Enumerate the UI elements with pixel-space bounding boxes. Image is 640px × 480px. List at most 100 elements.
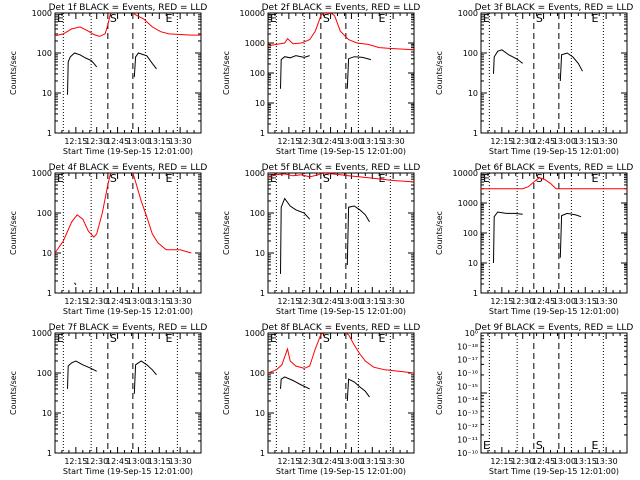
x-tick-label: 12:45 bbox=[319, 137, 342, 146]
panel-title: Det 7f BLACK = Events, RED = LLD bbox=[49, 323, 208, 333]
marker-label: E bbox=[591, 439, 598, 452]
plot-frame bbox=[54, 332, 202, 454]
x-tick-label: 12:30 bbox=[85, 297, 108, 306]
y-tick-label: 1000 bbox=[245, 39, 265, 48]
events-series-line bbox=[133, 360, 157, 394]
x-tick-label: 12:15 bbox=[277, 137, 300, 146]
y-tick-label: 10 bbox=[255, 249, 265, 258]
x-tick-label: 12:45 bbox=[532, 137, 555, 146]
y-tick-label: 10 bbox=[42, 89, 52, 98]
events-series-line bbox=[280, 55, 310, 89]
x-tick-label: 12:15 bbox=[490, 137, 513, 146]
events-series-line bbox=[559, 212, 582, 258]
marker-label: E bbox=[57, 12, 64, 25]
events-series-line bbox=[346, 378, 370, 402]
x-axis-label: Start Time (19-Sep-15 12:01:00) bbox=[63, 147, 193, 156]
plot-frame bbox=[480, 172, 628, 294]
x-tick-label: 12:15 bbox=[64, 297, 87, 306]
events-series-line bbox=[67, 52, 98, 95]
y-tick-label: 1 bbox=[260, 129, 265, 138]
x-tick-label: 13:00 bbox=[340, 297, 363, 306]
y-tick-label: 1000 bbox=[458, 9, 478, 18]
x-tick-label: 12:30 bbox=[85, 457, 108, 466]
y-axis-label: Counts/sec bbox=[9, 51, 18, 95]
x-tick-label: 13:15 bbox=[361, 137, 384, 146]
y-tick-label: 10 bbox=[42, 409, 52, 418]
y-tick-label: 1 bbox=[473, 289, 478, 298]
x-tick-label: 12:45 bbox=[532, 297, 555, 306]
y-tick-label: 10⁻¹³ bbox=[457, 409, 478, 418]
panel-title: Det 5f BLACK = Events, RED = LLD bbox=[262, 163, 421, 173]
marker-label: S bbox=[536, 439, 543, 452]
y-tick-label: 1 bbox=[473, 129, 478, 138]
y-axis-label: Counts/sec bbox=[9, 371, 18, 415]
x-axis-label: Start Time (19-Sep-15 12:01:00) bbox=[489, 307, 619, 316]
marker-label: S bbox=[110, 172, 117, 185]
lld-series-line bbox=[132, 173, 192, 254]
x-axis-label: Start Time (19-Sep-15 12:01:00) bbox=[489, 467, 619, 476]
x-tick-label: 12:30 bbox=[298, 457, 321, 466]
x-tick-label: 13:00 bbox=[553, 297, 576, 306]
marker-label: E bbox=[270, 172, 277, 185]
x-axis-label: Start Time (19-Sep-15 12:01:00) bbox=[63, 307, 193, 316]
panel-det-9f: Det 9f BLACK = Events, RED = LLD 10⁻¹⁰ 10⁻… bbox=[435, 323, 633, 476]
y-tick-label: 10⁰ bbox=[465, 329, 478, 338]
panel-det-4f: Det 4f BLACK = Events, RED = LLD 1 10 100 10… bbox=[9, 163, 207, 316]
y-tick-label: 100 bbox=[463, 49, 478, 58]
x-tick-label: 13:30 bbox=[169, 137, 192, 146]
y-tick-label: 100 bbox=[37, 209, 52, 218]
x-tick-label: 12:30 bbox=[511, 457, 534, 466]
y-tick-label: 10 bbox=[468, 89, 478, 98]
x-tick-label: 13:00 bbox=[340, 137, 363, 146]
x-tick-label: 12:15 bbox=[490, 457, 513, 466]
x-tick-label: 13:30 bbox=[595, 457, 618, 466]
marker-label: S bbox=[110, 12, 117, 25]
marker-label: E bbox=[378, 12, 385, 25]
y-tick-label: 10 bbox=[42, 249, 52, 258]
lld-series-line bbox=[55, 13, 112, 37]
y-tick-label: 100 bbox=[37, 369, 52, 378]
events-series-line bbox=[67, 360, 97, 389]
y-tick-label: 10⁻¹⁴ bbox=[457, 396, 478, 405]
y-tick-label: 1 bbox=[260, 289, 265, 298]
x-axis-label: Start Time (19-Sep-15 12:01:00) bbox=[276, 147, 406, 156]
x-tick-label: 13:30 bbox=[595, 137, 618, 146]
y-tick-label: 1 bbox=[260, 449, 265, 458]
marker-label: S bbox=[110, 332, 117, 345]
x-axis-label: Start Time (19-Sep-15 12:01:00) bbox=[63, 467, 193, 476]
marker-label: E bbox=[483, 12, 490, 25]
data-layer bbox=[268, 13, 414, 89]
panel-det-3f: Det 3f BLACK = Events, RED = LLD 1 10 100 10… bbox=[435, 3, 633, 156]
data-layer bbox=[268, 333, 414, 402]
plot-frame bbox=[480, 332, 628, 454]
x-tick-label: 12:45 bbox=[106, 137, 129, 146]
y-tick-label: 10 bbox=[255, 99, 265, 108]
marker-label: E bbox=[591, 172, 598, 185]
lld-series-line bbox=[268, 173, 414, 183]
lld-series-line bbox=[268, 333, 324, 374]
y-tick-label: 10 bbox=[468, 259, 478, 268]
x-tick-label: 13:00 bbox=[127, 137, 150, 146]
y-tick-label: 100 bbox=[250, 209, 265, 218]
y-tick-label: 100 bbox=[463, 229, 478, 238]
marker-label: E bbox=[165, 172, 172, 185]
x-tick-label: 12:15 bbox=[277, 297, 300, 306]
x-tick-label: 12:45 bbox=[106, 457, 129, 466]
data-layer bbox=[55, 13, 201, 95]
x-tick-label: 13:30 bbox=[382, 297, 405, 306]
x-tick-label: 13:15 bbox=[574, 137, 597, 146]
y-tick-label: 1000 bbox=[32, 169, 52, 178]
x-tick-label: 12:15 bbox=[64, 137, 87, 146]
x-tick-label: 13:00 bbox=[340, 457, 363, 466]
events-series-line bbox=[559, 52, 583, 82]
x-tick-label: 13:15 bbox=[148, 297, 171, 306]
y-tick-label: 100 bbox=[250, 369, 265, 378]
x-tick-label: 12:45 bbox=[319, 297, 342, 306]
events-series-line bbox=[74, 282, 77, 286]
y-tick-label: 10000 bbox=[453, 169, 478, 178]
y-tick-label: 10⁻¹⁰ bbox=[457, 449, 478, 458]
x-tick-label: 12:15 bbox=[64, 457, 87, 466]
panel-det-5f: Det 5f BLACK = Events, RED = LLD 1 10 100 10… bbox=[222, 163, 420, 316]
lld-series-line bbox=[132, 13, 201, 36]
